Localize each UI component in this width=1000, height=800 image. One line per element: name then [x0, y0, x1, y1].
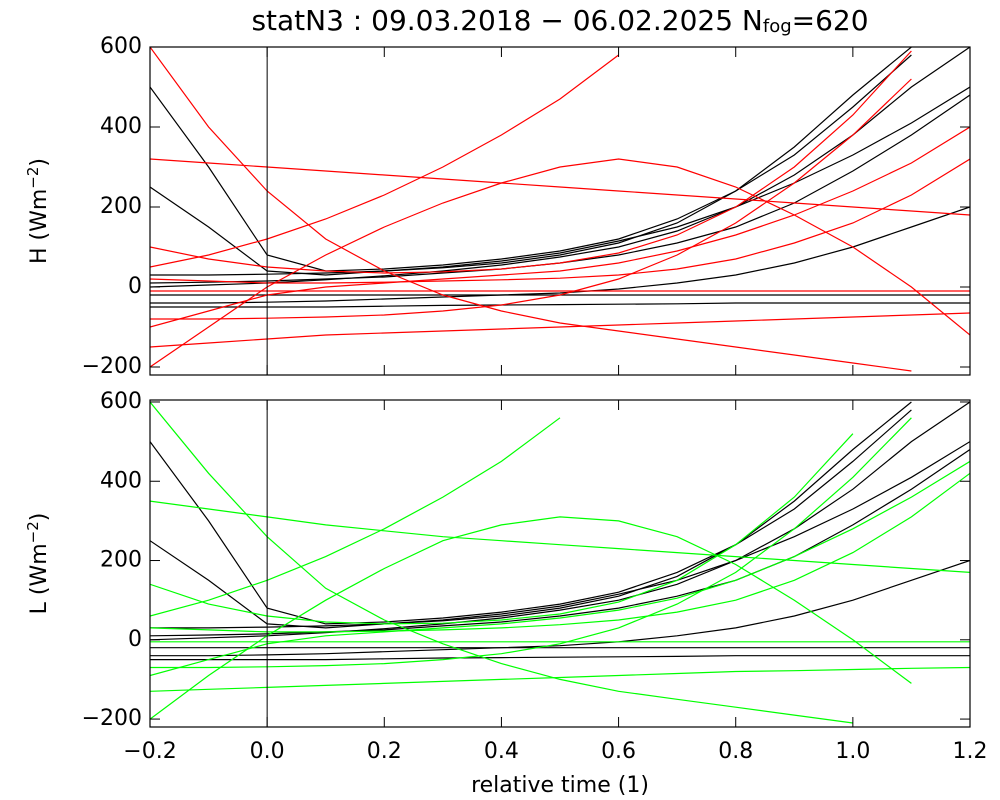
y-label-text: H (Wm [27, 189, 52, 264]
data-line [150, 401, 970, 641]
y-label-tail: ) [27, 513, 52, 522]
data-line [150, 516, 912, 720]
data-line [150, 312, 970, 348]
y-axis-label: L (Wm−2) [24, 513, 52, 615]
title-tail: =620 [792, 4, 869, 37]
x-tick-label: 1.2 [953, 739, 988, 764]
data-line [150, 54, 912, 272]
y-tick-label: −200 [82, 354, 142, 379]
data-line [150, 158, 970, 284]
data-line [150, 441, 970, 629]
data-line [150, 655, 970, 661]
chart-title: statN3 : 09.03.2018 − 06.02.2025 Nfog=62… [251, 4, 868, 37]
data-line [150, 206, 970, 304]
y-label-text: L (Wm [27, 543, 52, 614]
x-tick-label: 0.0 [250, 739, 285, 764]
data-line [150, 472, 970, 633]
data-line [150, 500, 970, 573]
x-axis-label: relative time (1) [471, 773, 649, 798]
x-tick-label: 0.2 [367, 739, 402, 764]
data-line [150, 47, 912, 372]
y-tick-label: −200 [82, 706, 142, 731]
x-tick-label: −0.2 [123, 739, 176, 764]
data-line [150, 409, 912, 625]
data-line [150, 47, 912, 276]
data-line [150, 78, 912, 320]
x-tick-label: 0.4 [484, 739, 519, 764]
data-line [150, 47, 970, 288]
axes-frame [149, 399, 971, 728]
y-label-tail: ) [27, 158, 52, 167]
y-tick-label: 600 [100, 389, 142, 414]
y-tick-label: 400 [100, 468, 142, 493]
y-axis-label: H (Wm−2) [24, 158, 52, 264]
y-label-sup: −2 [24, 521, 42, 543]
x-tick-label: 0.8 [718, 739, 753, 764]
data-line [150, 158, 970, 216]
data-line [150, 417, 912, 669]
data-line [150, 417, 561, 617]
y-tick-label: 400 [100, 114, 142, 139]
title-text: statN3 : 09.03.2018 − 06.02.2025 N [251, 4, 762, 37]
data-line [150, 401, 912, 629]
axes-frame [149, 46, 971, 376]
x-tick-label: 0.6 [601, 739, 636, 764]
data-line [150, 126, 970, 328]
y-tick-label: 600 [100, 34, 142, 59]
title-subscript: fog [763, 16, 792, 37]
plot-area [150, 47, 970, 372]
x-tick-label: 1.0 [835, 739, 870, 764]
y-label-sup: −2 [24, 167, 42, 189]
data-line [150, 86, 970, 276]
data-line [150, 302, 970, 308]
data-line [150, 54, 619, 268]
y-tick-label: 200 [100, 194, 142, 219]
data-line [150, 559, 970, 657]
data-line [150, 449, 970, 637]
y-tick-label: 0 [128, 627, 142, 652]
data-line [150, 666, 970, 692]
data-line [150, 158, 970, 368]
data-line [150, 50, 912, 274]
data-line [150, 460, 970, 677]
plot-area [150, 401, 970, 724]
y-tick-label: 200 [100, 548, 142, 573]
y-tick-label: 0 [128, 274, 142, 299]
